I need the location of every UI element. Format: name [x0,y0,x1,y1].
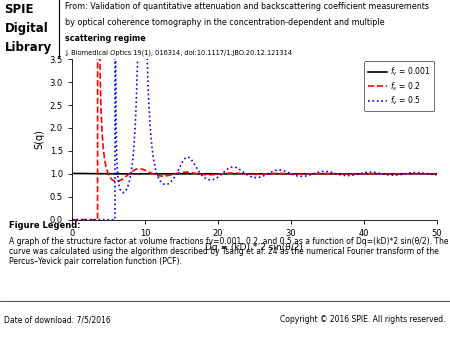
Text: J. Biomedical Optics 19(1), 016314, doi:10.1117/1.JBO.20.12.121314: J. Biomedical Optics 19(1), 016314, doi:… [65,50,292,56]
$f_v$ = 0.001 [434,172,439,176]
Text: Digital: Digital [4,22,48,35]
Legend: $f_v$ = 0.001, $f_v$ = 0.2, $f_v$ = 0.5: $f_v$ = 0.001, $f_v$ = 0.2, $f_v$ = 0.5 [364,62,434,111]
$f_v$ = 0.5 [209,178,214,182]
Text: From: Validation of quantitative attenuation and backscattering coefficient meas: From: Validation of quantitative attenua… [65,2,429,11]
$f_v$ = 0.5 [135,34,141,38]
$f_v$ = 0.5 [288,172,293,176]
$f_v$ = 0.001 [111,172,117,176]
$f_v$ = 0.001 [288,172,293,176]
$f_v$ = 0.2 [209,173,214,177]
Line: $f_v$ = 0.2: $f_v$ = 0.2 [72,36,436,220]
Text: by optical coherence tomography in the concentration-dependent and multiple: by optical coherence tomography in the c… [65,18,385,27]
$f_v$ = 0.5 [69,218,75,222]
Text: Date of download: 7/5/2016: Date of download: 7/5/2016 [4,315,111,324]
Line: $f_v$ = 0.001: $f_v$ = 0.001 [72,173,436,174]
Text: A graph of the structure factor at volume fractions fv=0.001, 0.2, and 0.5 as a : A graph of the structure factor at volum… [9,237,449,266]
$f_v$ = 0.001 [135,172,141,176]
$f_v$ = 0.2 [95,34,100,38]
$f_v$ = 0.2 [288,172,293,176]
$f_v$ = 0.2 [434,172,439,176]
Text: Copyright © 2016 SPIE. All rights reserved.: Copyright © 2016 SPIE. All rights reserv… [280,315,446,324]
Text: SPIE: SPIE [4,3,34,16]
$f_v$ = 0.2 [342,172,347,176]
Text: scattering regime: scattering regime [65,34,146,43]
$f_v$ = 0.001 [209,172,214,176]
$f_v$ = 0.2 [135,167,141,171]
$f_v$ = 0.5 [369,170,374,174]
Text: Figure Legend:: Figure Legend: [9,221,81,231]
Y-axis label: S(q): S(q) [34,129,44,149]
Line: $f_v$ = 0.5: $f_v$ = 0.5 [72,36,436,220]
Text: Library: Library [4,41,52,54]
$f_v$ = 0.001 [342,172,347,176]
$f_v$ = 0.001 [69,171,75,175]
$f_v$ = 0.2 [69,218,75,222]
$f_v$ = 0.5 [112,34,118,38]
$f_v$ = 0.001 [369,172,374,176]
X-axis label: Dq = (kD) * 2 sin(θ/2): Dq = (kD) * 2 sin(θ/2) [205,243,303,252]
$f_v$ = 0.5 [342,173,347,177]
$f_v$ = 0.2 [369,172,374,176]
$f_v$ = 0.5 [306,173,312,177]
$f_v$ = 0.5 [434,173,439,177]
$f_v$ = 0.001 [69,171,75,175]
$f_v$ = 0.2 [306,172,312,176]
$f_v$ = 0.001 [306,172,312,176]
